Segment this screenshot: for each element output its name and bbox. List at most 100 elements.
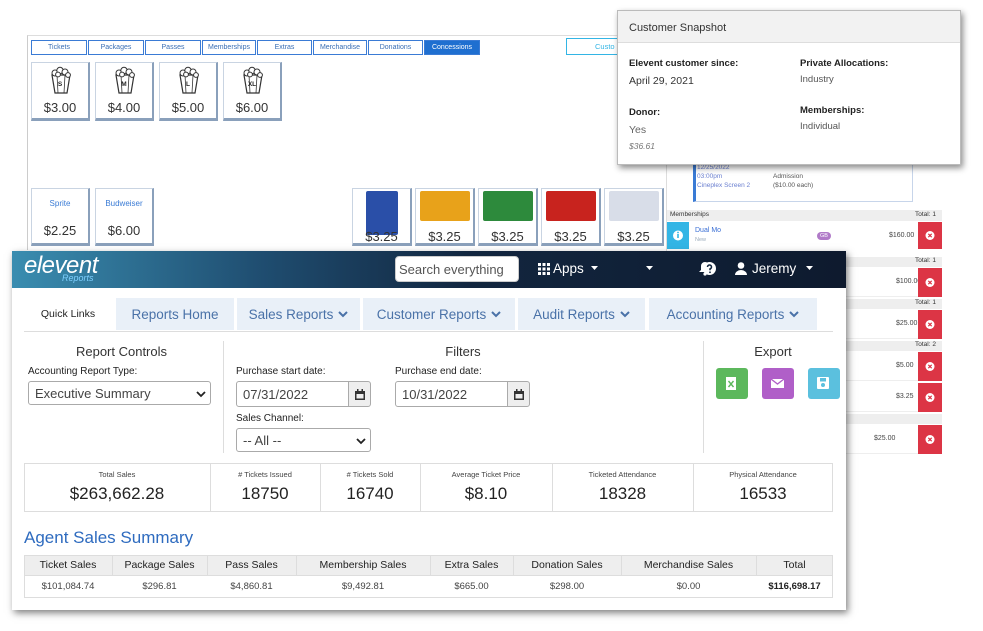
stat-label: Ticketed Attendance — [588, 470, 657, 479]
table-cell: $9,492.81 — [341, 581, 385, 592]
item-price: $3.25 — [896, 393, 914, 400]
nav-tab[interactable]: Accounting Reports — [649, 298, 817, 330]
pos-tab[interactable]: Merchandise — [313, 40, 367, 55]
item-price: $6.00 — [235, 100, 269, 115]
select[interactable]: -- All -- — [236, 428, 371, 452]
section-title: Export — [754, 344, 792, 359]
table-header: Donation Sales — [531, 559, 603, 571]
membership-name: Dual Mo — [695, 227, 722, 234]
popcorn-size: M — [121, 81, 127, 88]
popcorn-tile[interactable]: XL $6.00 — [223, 62, 282, 121]
pos-tab[interactable]: Donations — [368, 40, 423, 55]
info-button[interactable] — [667, 222, 689, 249]
popcorn-tile[interactable]: M $4.00 — [95, 62, 154, 121]
popcorn-size: L — [186, 81, 190, 88]
candy-tile[interactable]: $3.25 — [541, 188, 601, 246]
stat-label: # Tickets Sold — [346, 470, 394, 479]
field-label: Sales Channel: — [236, 413, 304, 424]
section-total: Total: 1 — [915, 299, 936, 306]
pos-tab[interactable]: Memberships — [202, 40, 256, 55]
drink-tile[interactable]: Budweiser $6.00 — [95, 188, 154, 246]
section-title: Memberships — [670, 211, 710, 218]
popcorn-icon — [51, 66, 71, 94]
candy-tile[interactable]: $3.25 — [478, 188, 538, 246]
candy-tile[interactable]: $3.25 — [604, 188, 664, 246]
stat-value: $8.10 — [464, 484, 508, 503]
chevron — [338, 310, 349, 317]
remove-button[interactable] — [918, 352, 942, 381]
column-divider — [207, 555, 208, 576]
help-icon[interactable] — [703, 262, 716, 275]
pos-tab[interactable]: Extras — [257, 40, 312, 55]
export-icon — [771, 378, 784, 388]
calendar-button[interactable] — [348, 381, 371, 407]
field-value: Individual — [800, 121, 841, 132]
stats-box — [24, 463, 833, 512]
export-button[interactable] — [808, 368, 840, 399]
remove-button[interactable] — [918, 222, 942, 249]
search-placeholder: Search everything — [399, 262, 504, 277]
section-total: Total: 1 — [915, 257, 936, 264]
remove-button[interactable] — [918, 268, 942, 297]
calendar-button[interactable] — [507, 381, 530, 407]
item-price: $5.00 — [171, 100, 205, 115]
item-price: $3.25 — [617, 229, 650, 244]
date-input[interactable]: 10/31/2022 — [395, 381, 508, 407]
apps-icon — [538, 263, 550, 275]
event-time: 03:00pm — [697, 173, 723, 180]
popcorn-tile[interactable]: L $5.00 — [159, 62, 218, 121]
remove-button[interactable] — [918, 425, 942, 454]
event-date: 12/25/2022 — [697, 164, 730, 171]
drink-tile[interactable]: Sprite $2.25 — [31, 188, 90, 246]
pos-tab[interactable]: Packages — [88, 40, 144, 55]
chevron — [491, 310, 501, 317]
table-cell: $0.00 — [676, 581, 701, 592]
export-button[interactable] — [716, 368, 748, 399]
column-divider — [513, 555, 514, 576]
nav-label: Accounting Reports — [666, 306, 785, 322]
remove-icon — [925, 278, 935, 287]
select[interactable]: Executive Summary — [28, 381, 211, 405]
stat-label: Total Sales — [98, 470, 136, 479]
nav-label: Audit Reports — [533, 306, 615, 322]
field-label: Purchase end date: — [395, 366, 482, 377]
user-menu[interactable]: Jeremy — [752, 261, 797, 276]
remove-icon — [925, 320, 935, 329]
table-header: Extra Sales — [444, 559, 499, 571]
membership-price: $160.00 — [889, 232, 915, 239]
candy-tile[interactable]: $3.25 — [352, 188, 412, 246]
nav-tab[interactable]: Quick Links — [24, 298, 112, 330]
nav-tab[interactable]: Sales Reports — [237, 298, 360, 330]
remove-icon — [925, 362, 935, 371]
remove-button[interactable] — [918, 310, 942, 339]
logo[interactable]: elevent — [24, 252, 98, 279]
field-label: Accounting Report Type: — [28, 366, 138, 377]
nav-tab[interactable]: Customer Reports — [363, 298, 515, 330]
remove-button[interactable] — [918, 383, 942, 412]
column-divider — [621, 555, 622, 576]
search-box[interactable] — [395, 256, 519, 282]
table-header: Membership Sales — [319, 559, 407, 571]
candy-tile[interactable]: $3.25 — [415, 188, 475, 246]
field-value: April 29, 2021 — [629, 75, 694, 87]
pos-tab[interactable]: Concessions — [424, 40, 480, 55]
nav-tab[interactable]: Audit Reports — [518, 298, 645, 330]
pos-frame — [27, 35, 667, 250]
export-button[interactable] — [762, 368, 794, 399]
pos-tab[interactable]: Tickets — [31, 40, 87, 55]
nav-tab[interactable]: Reports Home — [116, 298, 234, 330]
table-cell: $296.81 — [142, 581, 177, 592]
date-input[interactable]: 07/31/2022 — [236, 381, 349, 407]
customer-snapshot: Customer Snapshot Elevent customer since… — [617, 10, 961, 165]
pos-tab[interactable]: Passes — [145, 40, 201, 55]
apps-menu[interactable]: Apps — [553, 261, 584, 276]
caret[interactable] — [646, 266, 653, 270]
field-label: Donor: — [629, 107, 661, 118]
calendar-icon — [514, 389, 524, 400]
popcorn-tile[interactable]: S $3.00 — [31, 62, 90, 121]
table-header: Pass Sales — [225, 559, 278, 571]
section-title: Report Controls — [75, 344, 168, 359]
table-cell: $101,084.74 — [41, 581, 95, 592]
candy-image — [546, 191, 596, 221]
table-cell: $298.00 — [549, 581, 585, 592]
